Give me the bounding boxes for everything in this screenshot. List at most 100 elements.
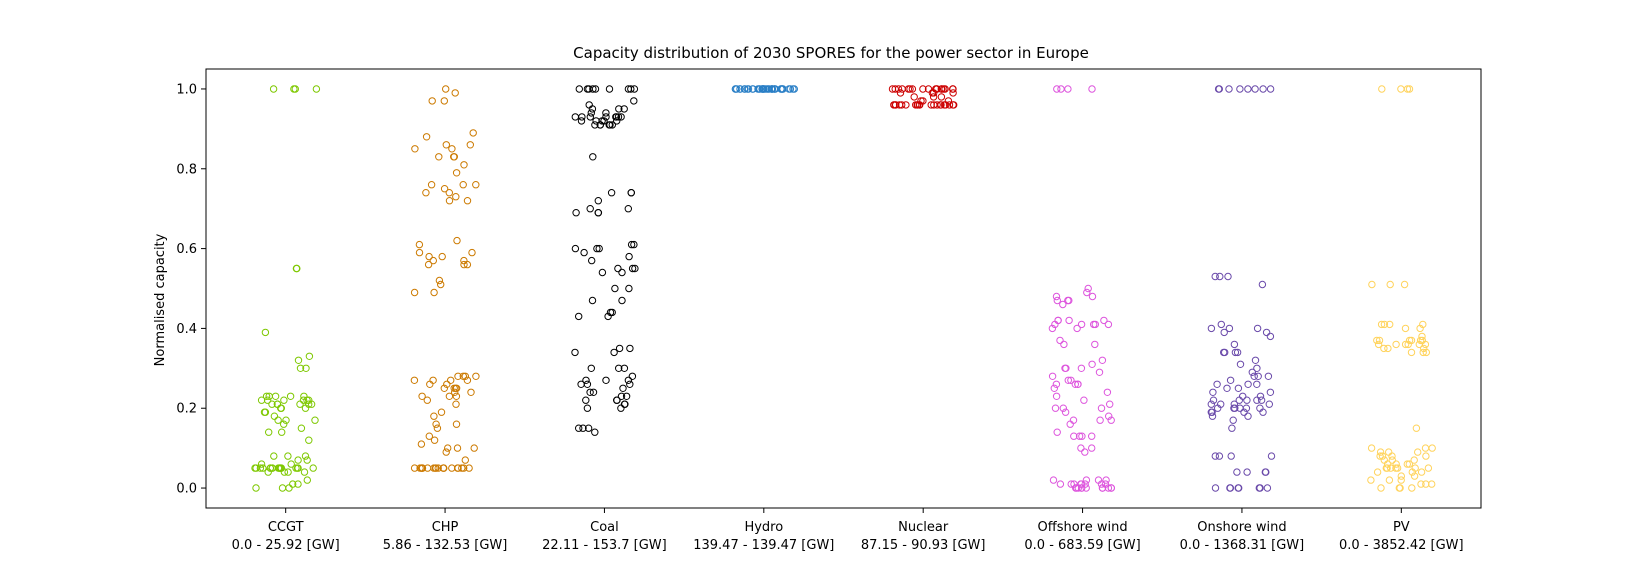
- scatter-point: [1228, 424, 1236, 432]
- scatter-point: [1243, 468, 1251, 476]
- scatter-point: [437, 408, 446, 416]
- scatter-point: [1419, 348, 1427, 357]
- scatter-point: [305, 436, 313, 444]
- scatter-point: [1082, 476, 1091, 484]
- scatter-point: [1105, 412, 1113, 420]
- scatter-point: [1100, 316, 1108, 325]
- scatter-point: [1107, 416, 1115, 424]
- scatter-point: [1251, 356, 1260, 364]
- scatter-point: [1418, 332, 1426, 341]
- scatter-point: [1424, 464, 1433, 472]
- scatter-point: [1397, 476, 1405, 484]
- scatter-point: [1262, 328, 1271, 337]
- scatter-point: [1373, 468, 1382, 476]
- scatter-point: [937, 85, 945, 93]
- scatter-point: [1382, 464, 1391, 472]
- x-tick-range-label: 0.0 - 1368.31 [GW]: [1180, 538, 1305, 553]
- scatter-point: [252, 484, 260, 492]
- scatter-point: [1083, 288, 1091, 297]
- scatter-point: [417, 440, 426, 448]
- scatter-point: [588, 256, 596, 265]
- scatter-point: [425, 252, 433, 261]
- scatter-point: [594, 197, 602, 205]
- scatter-point: [450, 153, 458, 161]
- y-axis: 0.0 0.2 0.4 0.6 0.8 1.0: [176, 82, 206, 497]
- scatter-point: [1422, 480, 1430, 488]
- scatter-point: [919, 85, 927, 93]
- scatter-point: [1388, 456, 1397, 464]
- scatter-point: [469, 129, 477, 137]
- scatter-point: [1234, 384, 1243, 392]
- scatter-point: [1103, 388, 1112, 396]
- scatter-point: [912, 101, 920, 109]
- scatter-point: [287, 460, 295, 468]
- scatter-point: [452, 400, 460, 408]
- scatter-point: [736, 85, 744, 93]
- scatter-point: [430, 288, 438, 297]
- y-tick-label: 1.0: [176, 82, 197, 97]
- scatter-point: [1257, 396, 1266, 404]
- scatter-point: [1251, 85, 1259, 93]
- scatter-point: [1225, 324, 1234, 333]
- scatter-point: [1107, 484, 1116, 492]
- scatter-point: [460, 260, 468, 269]
- scatter-point: [778, 85, 787, 93]
- scatter-point: [453, 464, 462, 472]
- scatter-point: [600, 117, 608, 125]
- scatter-point: [618, 268, 626, 277]
- scatter-point: [630, 97, 638, 105]
- scatter-point: [627, 85, 635, 93]
- y-axis-label: Normalised capacity: [153, 233, 168, 366]
- scatter-point: [628, 372, 637, 380]
- scatter-point: [1416, 324, 1424, 333]
- scatter-point: [898, 85, 906, 93]
- scatter-point: [429, 256, 437, 265]
- scatter-point: [439, 464, 447, 472]
- chart-title: Capacity distribution of 2030 SPORES for…: [573, 44, 1089, 62]
- scatter-point: [442, 85, 450, 93]
- scatter-point: [949, 101, 957, 109]
- y-tick-label: 0.2: [176, 402, 197, 417]
- scatter-point: [591, 121, 599, 129]
- scatter-point: [302, 364, 310, 372]
- scatter-point: [582, 376, 590, 384]
- scatter-point: [415, 240, 424, 249]
- scatter-point: [432, 420, 440, 428]
- scatter-point: [1417, 480, 1425, 488]
- scatter-point: [280, 468, 289, 476]
- scatter-point: [1377, 484, 1385, 492]
- scatter-point: [1405, 336, 1414, 345]
- scatter-point: [1077, 320, 1086, 329]
- scatter-point: [1081, 448, 1089, 456]
- scatter-point: [410, 464, 419, 472]
- scatter-point: [256, 464, 265, 472]
- scatter-point: [269, 85, 278, 93]
- scatter-point: [575, 312, 583, 321]
- scatter-point: [580, 248, 588, 257]
- scatter-point: [1084, 284, 1092, 293]
- scatter-point: [594, 209, 602, 217]
- scatter-point: [582, 396, 590, 404]
- x-tick-label: PV: [1393, 520, 1410, 535]
- scatter-point: [1070, 432, 1078, 440]
- scatter-point: [1220, 328, 1228, 337]
- scatter-point: [1211, 484, 1220, 492]
- scatter-point: [585, 85, 593, 93]
- scatter-point: [627, 240, 636, 249]
- scatter-point: [1253, 324, 1262, 333]
- scatter-point: [278, 428, 286, 436]
- scatter-point: [1071, 380, 1080, 388]
- scatter-point: [453, 236, 461, 245]
- scatter-point: [625, 284, 633, 293]
- y-tick-label: 0.0: [176, 482, 197, 497]
- scatter-point: [1207, 324, 1216, 333]
- scatter-point: [1088, 432, 1096, 440]
- scatter-point: [1421, 340, 1430, 349]
- scatter-point: [284, 468, 292, 476]
- scatter-point: [1098, 356, 1107, 364]
- scatter-point: [1080, 396, 1088, 404]
- scatter-point: [307, 400, 316, 408]
- scatter-point: [941, 101, 950, 109]
- scatter-point: [949, 89, 957, 97]
- scatter-point: [280, 420, 288, 428]
